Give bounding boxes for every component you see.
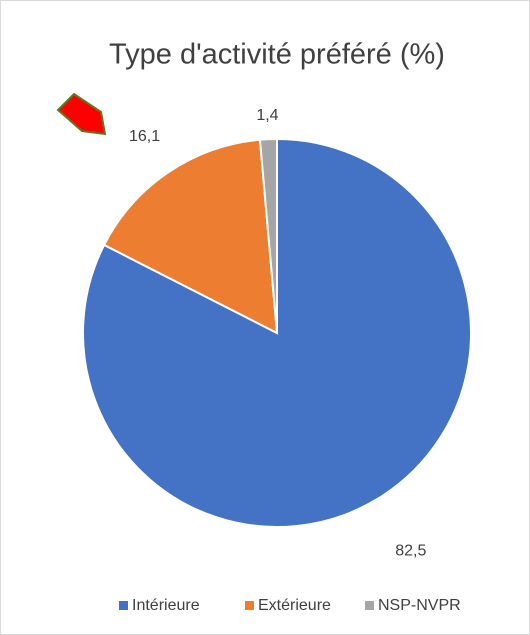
data-label: 1,4 [256,107,278,124]
arrow-shape [56,92,107,136]
legend-label: Extérieure [258,597,331,614]
legend-swatch [245,601,254,610]
legend-label: Intérieure [132,597,200,614]
chart-title: Type d'activité préféré (%) [109,39,445,71]
pie-slice [102,138,279,335]
pie-slice [258,137,278,334]
pie-slice [82,137,472,528]
data-label: 82,5 [395,543,426,560]
data-label: 16,1 [129,128,160,145]
legend-swatch [365,601,374,610]
legend-swatch [119,601,128,610]
legend-label: NSP-NVPR [378,597,461,614]
